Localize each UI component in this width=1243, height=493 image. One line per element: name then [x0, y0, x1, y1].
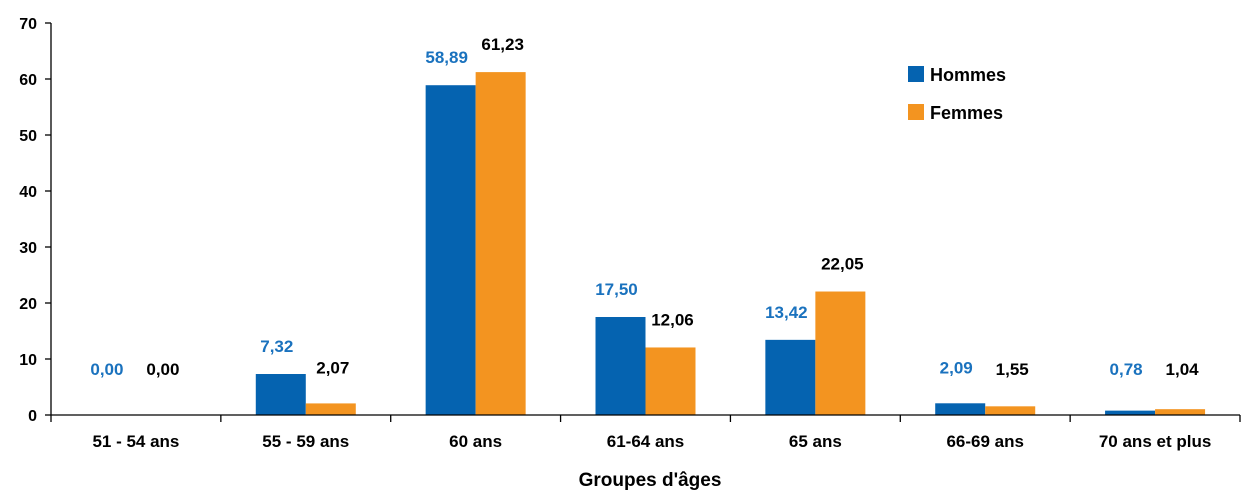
bar-hommes	[935, 403, 986, 415]
bar-femmes	[475, 72, 526, 415]
x-category-label: 60 ans	[449, 432, 502, 451]
y-tick-label: 0	[28, 408, 37, 425]
data-label-hommes: 58,89	[425, 48, 468, 67]
x-axis-title: Groupes d'âges	[579, 470, 722, 491]
data-label-hommes: 0,00	[90, 360, 123, 379]
y-tick-label: 50	[19, 128, 37, 145]
data-label-hommes: 17,50	[595, 280, 638, 299]
bar-hommes	[1105, 410, 1156, 415]
y-axis: 0 10 20 30 40 50 60 70	[19, 16, 52, 425]
data-label-femmes: 1,04	[1166, 360, 1200, 379]
legend-label-hommes: Hommes	[930, 65, 1006, 85]
bar-femmes	[1155, 409, 1206, 415]
x-axis: 51 - 54 ans 55 - 59 ans 60 ans 61-64 ans 65 …	[50, 414, 1241, 451]
bars	[255, 72, 1206, 415]
data-label-femmes: 22,05	[821, 255, 864, 274]
legend-swatch-hommes	[908, 66, 924, 82]
bar-femmes	[985, 406, 1036, 415]
data-label-hommes: 7,32	[260, 337, 293, 356]
y-tick-label: 40	[19, 184, 37, 201]
y-tick-label: 10	[19, 352, 37, 369]
bar-hommes	[425, 85, 476, 415]
bar-femmes	[815, 291, 866, 415]
bar-hommes	[595, 317, 646, 415]
data-label-femmes: 2,07	[316, 358, 349, 377]
y-tick-label: 30	[19, 240, 37, 257]
legend-swatch-femmes	[908, 104, 924, 120]
y-tick-label: 60	[19, 72, 37, 89]
legend-label-femmes: Femmes	[930, 103, 1003, 123]
x-category-label: 55 - 59 ans	[262, 432, 349, 451]
bar-hommes	[255, 374, 306, 415]
x-category-label: 70 ans et plus	[1099, 432, 1211, 451]
data-label-hommes: 2,09	[940, 358, 973, 377]
y-tick-label: 70	[19, 16, 37, 33]
bar-femmes	[645, 347, 696, 415]
data-label-femmes: 61,23	[481, 35, 524, 54]
bar-femmes	[305, 403, 356, 415]
bar-hommes	[765, 339, 816, 415]
legend: Hommes Femmes	[908, 65, 1006, 123]
data-label-femmes: 0,00	[146, 360, 179, 379]
data-label-femmes: 12,06	[651, 310, 694, 329]
x-category-label: 65 ans	[789, 432, 842, 451]
data-label-hommes: 13,42	[765, 303, 808, 322]
bar-labels: 0,00 0,00 7,32 2,07 58,89 61,23 17,50 12,06 13,4…	[90, 35, 1199, 379]
data-label-femmes: 1,55	[996, 360, 1029, 379]
y-tick-label: 20	[19, 296, 37, 313]
data-label-hommes: 0,78	[1110, 360, 1143, 379]
x-category-label: 51 - 54 ans	[92, 432, 179, 451]
x-category-label: 66-69 ans	[946, 432, 1024, 451]
x-category-label: 61-64 ans	[607, 432, 685, 451]
